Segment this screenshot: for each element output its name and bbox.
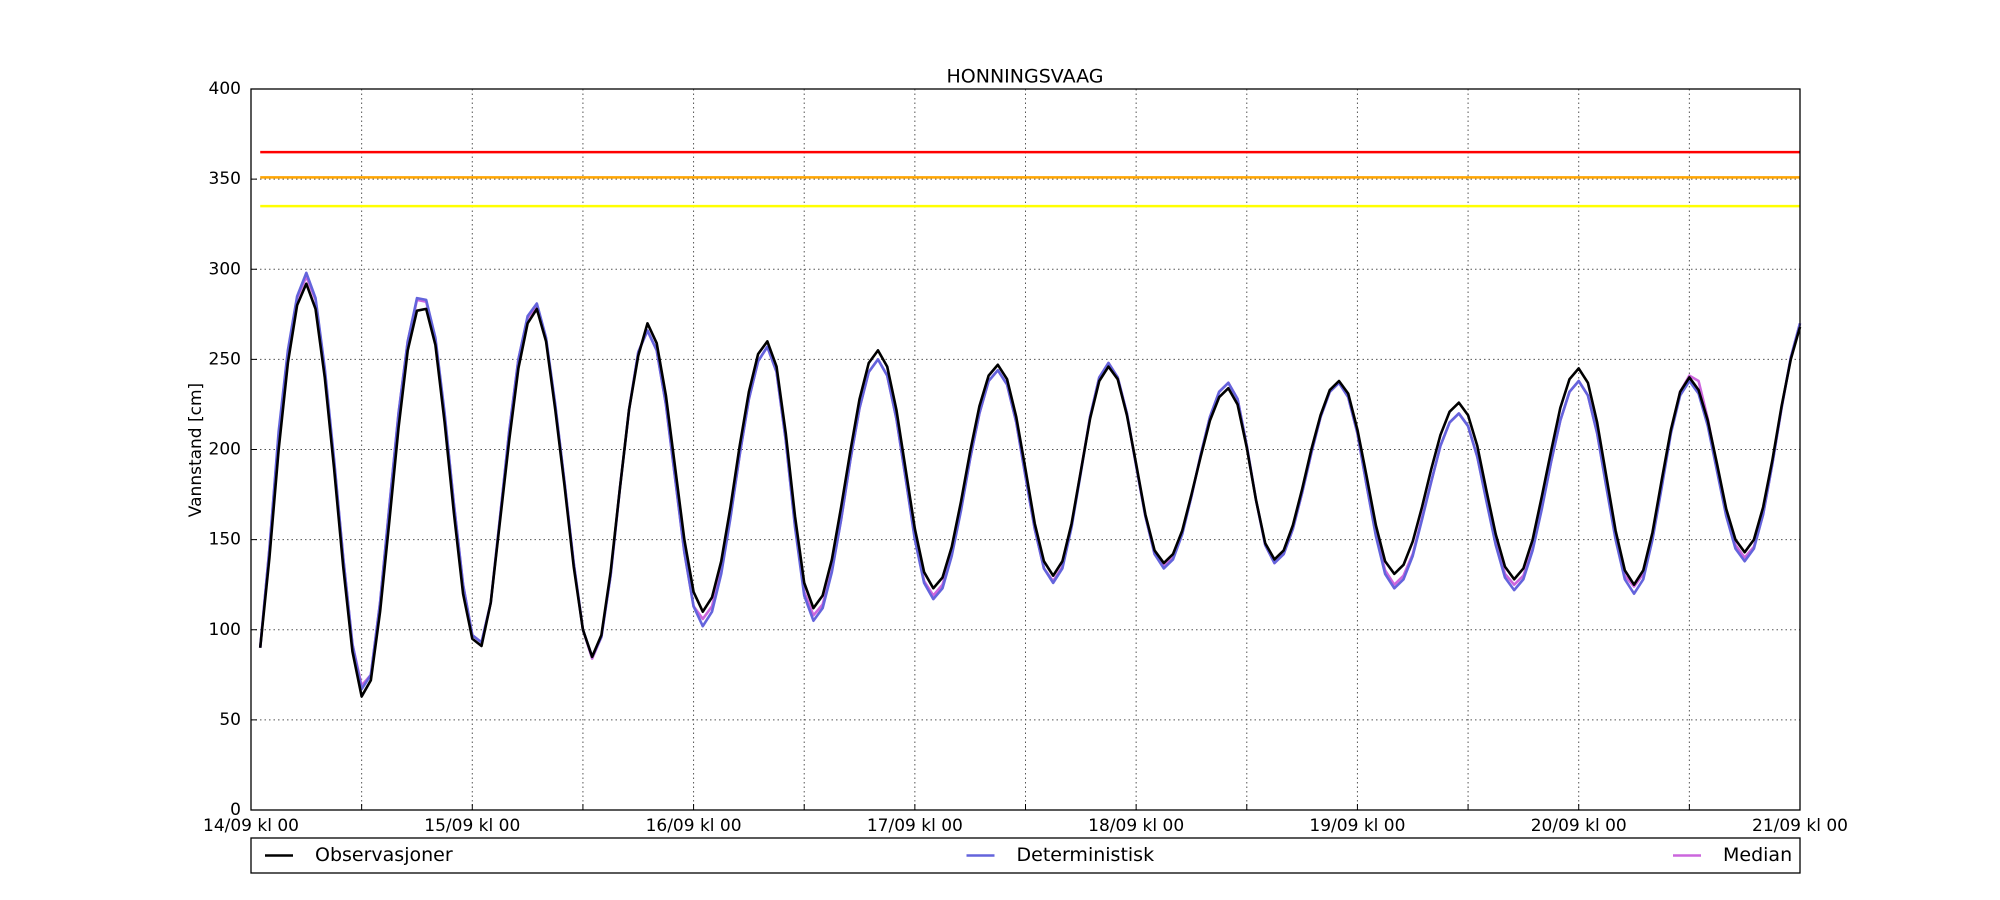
legend-text: Median xyxy=(1723,844,1792,866)
y-tick-label: 300 xyxy=(209,259,241,279)
series-line xyxy=(258,275,1802,687)
legend-text: Deterministisk xyxy=(1017,844,1155,866)
y-tick-label: 250 xyxy=(209,349,241,369)
x-tick-label: 18/09 kl 00 xyxy=(1088,816,1184,836)
x-tick-label: 19/09 kl 00 xyxy=(1309,816,1405,836)
legend-text: Observasjoner xyxy=(315,844,453,866)
series-line xyxy=(258,282,1802,698)
series-line xyxy=(258,271,1802,691)
y-axis-label: Vannstand [cm] xyxy=(186,383,206,517)
x-tick-label: 21/09 kl 00 xyxy=(1752,816,1848,836)
y-tick-label: 150 xyxy=(209,530,241,550)
y-tick-label: 50 xyxy=(219,710,241,730)
x-tick-label: 15/09 kl 00 xyxy=(424,816,520,836)
y-tick-label: 100 xyxy=(209,620,241,640)
x-tick-label: 16/09 kl 00 xyxy=(646,816,742,836)
x-tick-label: 14/09 kl 00 xyxy=(203,816,299,836)
x-tick-label: 20/09 kl 00 xyxy=(1531,816,1627,836)
y-tick-label: 0 xyxy=(230,800,241,820)
plot-frame xyxy=(250,88,1801,811)
y-tick-label: 200 xyxy=(209,440,241,460)
x-tick-label: 17/09 kl 00 xyxy=(867,816,963,836)
legend-box xyxy=(250,837,1801,874)
chart-title: HONNINGSVAAG xyxy=(947,66,1104,88)
y-tick-label: 350 xyxy=(209,169,241,189)
y-tick-label: 400 xyxy=(209,79,241,99)
